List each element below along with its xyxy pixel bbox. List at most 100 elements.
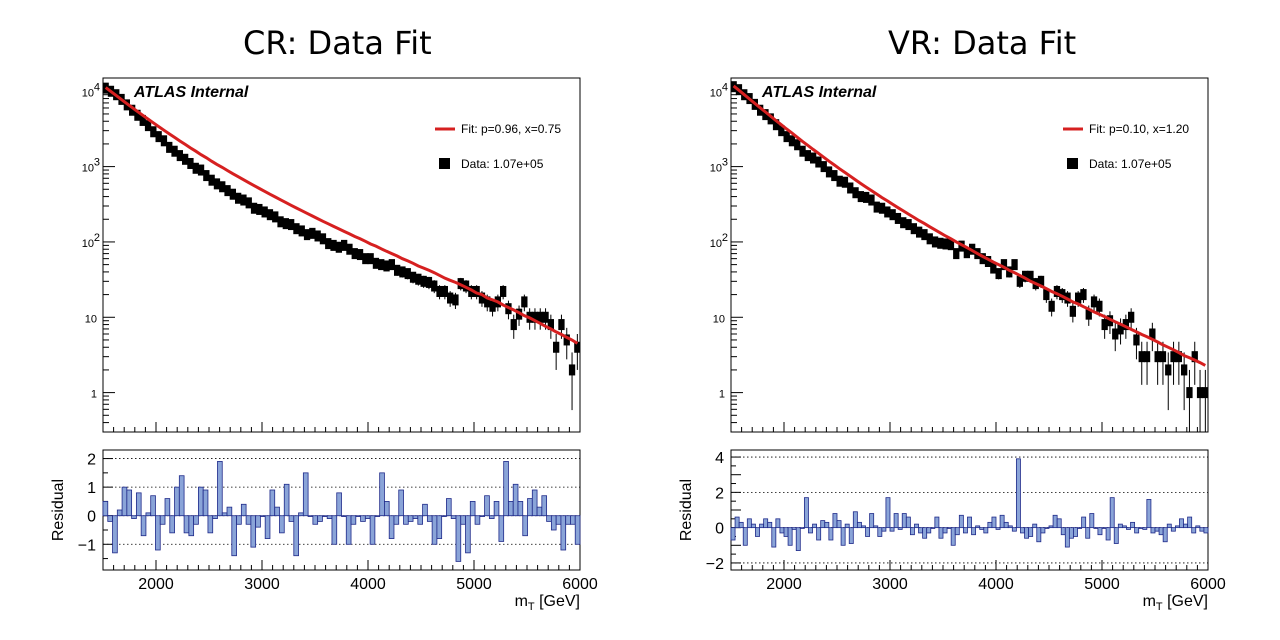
cr-residual-bar <box>493 501 500 517</box>
vr-data-point <box>995 268 1002 280</box>
vr-data-point <box>1202 387 1209 399</box>
cr-legend-fit-label: Fit: p=0.96, x=0.75 <box>461 122 561 136</box>
vr-data-point <box>990 262 997 274</box>
vr-xtick-label: 5000 <box>1084 576 1120 593</box>
vr-residual-bar <box>775 518 781 529</box>
vr-residual-bar <box>1052 514 1058 529</box>
vr-residual-bar <box>967 516 972 529</box>
vr-data-point <box>1053 285 1061 297</box>
cr-residual-bar <box>546 515 552 522</box>
vr-data-point <box>979 253 986 265</box>
vr-residual-bar <box>979 527 985 530</box>
vr-xaxis-label-unit: [GeV] <box>1163 593 1208 610</box>
vr-residual-bar <box>873 525 879 529</box>
vr-legend-data-label: Data: 1.07e+05 <box>1089 157 1172 171</box>
cr-ytick-exponent: 2 <box>94 232 100 244</box>
cr-residual-bar <box>574 515 581 545</box>
vr-residual-bar <box>958 514 964 529</box>
cr-data-point <box>272 211 279 223</box>
vr-residual-bar <box>816 527 822 541</box>
vr-residual-axis-label: Residual <box>678 479 695 541</box>
vr-data-point <box>1059 289 1066 301</box>
cr-xtick-label: 2000 <box>138 576 174 593</box>
vr-residual-bar <box>999 514 1005 529</box>
cr-residual-bar <box>207 515 214 534</box>
cr-data-point <box>134 109 141 121</box>
cr-data-point <box>404 268 411 280</box>
vr-residual-bar <box>1003 521 1009 529</box>
cr-data-point <box>250 202 258 214</box>
vr-residual-bar <box>1138 527 1144 529</box>
vr-residual-bar <box>824 521 830 529</box>
cr-data-point <box>192 162 199 174</box>
vr-residual-bar <box>1044 527 1050 529</box>
cr-data-point <box>500 285 507 297</box>
cr-data-point <box>335 241 342 253</box>
cr-residual-bar <box>541 495 548 517</box>
cr-residual-bar <box>436 515 443 539</box>
cr-residual-bar <box>322 515 328 517</box>
cr-residual-bar <box>498 515 505 542</box>
vr-data-point <box>831 170 838 182</box>
cr-data-point <box>510 319 517 331</box>
cr-residual-bar <box>121 486 128 517</box>
cr-residual-bar <box>269 489 276 517</box>
vr-residual-bar <box>1011 527 1017 532</box>
vr-residual-bar <box>1130 521 1136 529</box>
cr-residual-bar <box>560 515 567 551</box>
cr-residual-bar <box>255 515 261 528</box>
cr-xaxis-label-sub: T <box>528 601 535 613</box>
cr-ytick-exponent: 3 <box>94 157 100 169</box>
vr-residual-bar <box>1199 527 1205 532</box>
vr-residual-bar <box>1158 527 1164 536</box>
vr-residual-bar <box>861 525 866 529</box>
cr-residual-bar <box>145 512 152 517</box>
cr-residual-bar <box>107 515 113 522</box>
vr-data-point <box>1022 270 1029 282</box>
vr-data-point <box>1011 259 1018 271</box>
cr-residual-bar <box>135 492 142 517</box>
cr-data-point <box>341 239 348 251</box>
cr-residual-bar <box>455 515 462 562</box>
vr-data-point <box>1090 296 1098 308</box>
cr-residual-bar <box>197 486 204 517</box>
vr-residual-bar <box>738 521 744 529</box>
vr-residual-bar <box>1179 518 1184 529</box>
vr-residual-bar <box>1142 527 1148 530</box>
cr-residual-bar <box>550 515 557 531</box>
cr-data-point <box>224 185 231 197</box>
cr-residual-bar <box>531 489 538 517</box>
vr-residual-bar <box>1024 527 1030 539</box>
vr-residual-bar <box>1134 527 1140 534</box>
cr-residual-bar <box>479 515 485 517</box>
cr-data-point <box>425 276 433 288</box>
vr-data-point <box>953 248 960 260</box>
cr-data-point <box>394 264 401 276</box>
vr-residual-bar <box>771 527 777 548</box>
cr-residual-bar <box>298 512 304 517</box>
cr-data-point <box>383 260 390 272</box>
cr-residual-bar <box>379 472 385 517</box>
cr-xtick-label: 6000 <box>562 576 598 593</box>
cr-residual-bar <box>140 515 147 537</box>
cr-residual-bar <box>374 515 381 517</box>
vr-residual-bar <box>909 527 915 536</box>
cr-xaxis-label: mT [GeV] <box>515 593 580 613</box>
cr-residual-axis-label: Residual <box>50 479 67 541</box>
cr-data-point <box>256 203 263 215</box>
cr-data-point <box>203 170 210 182</box>
vr-data-point <box>815 156 822 168</box>
vr-residual-bar <box>808 527 813 534</box>
vr-ytick-exponent: 4 <box>722 81 728 93</box>
cr-data-point <box>436 285 443 297</box>
cr-residual-bar <box>183 515 190 534</box>
cr-residual-bar <box>131 515 137 519</box>
cr-residual-bar <box>565 515 571 525</box>
cr-residual-bar <box>484 495 490 517</box>
vr-residual-frame <box>730 449 1209 571</box>
vr-residual-bar <box>1048 525 1054 529</box>
vr-residual-bar <box>938 527 944 539</box>
vr-residual-bar <box>905 516 911 529</box>
cr-data-point <box>144 120 152 132</box>
cr-data-point <box>484 296 491 308</box>
